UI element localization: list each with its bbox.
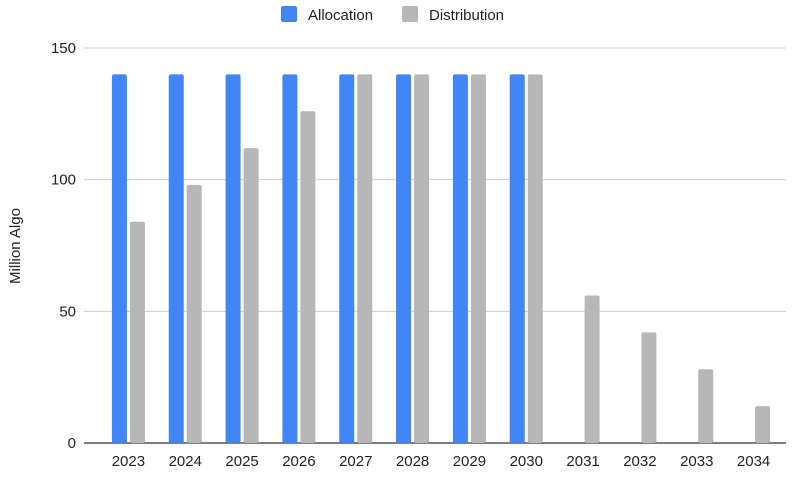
bar-distribution-2025 (243, 148, 259, 444)
bar-distribution-2030 (527, 74, 543, 443)
legend: Allocation Distribution (281, 6, 504, 24)
bar-distribution-2023 (129, 221, 145, 443)
x-tick-label: 2023 (112, 453, 145, 470)
legend-label-allocation: Allocation (308, 7, 373, 24)
x-tick-label: 2028 (396, 453, 429, 470)
bar-distribution-2026 (300, 111, 316, 443)
y-axis-ticks: 0 50 100 150 (51, 40, 76, 452)
y-tick-label: 0 (68, 435, 76, 452)
x-tick-label: 2025 (225, 453, 258, 470)
bar-distribution-2032 (641, 332, 657, 443)
legend-swatch-distribution (402, 6, 418, 22)
bar-allocation-2029 (452, 74, 468, 443)
bar-distribution-2027 (357, 74, 373, 443)
y-tick-label: 100 (51, 172, 76, 189)
x-tick-label: 2033 (680, 453, 713, 470)
bar-allocation-2030 (509, 74, 525, 443)
y-tick-label: 150 (51, 40, 76, 57)
x-tick-label: 2031 (566, 453, 599, 470)
legend-swatch-allocation (281, 6, 297, 22)
x-tick-label: 2032 (623, 453, 656, 470)
bar-allocation-2028 (396, 74, 412, 443)
y-tick-label: 50 (59, 303, 76, 320)
bars (111, 74, 771, 444)
bar-allocation-2027 (339, 74, 355, 443)
bar-distribution-2024 (186, 184, 202, 443)
x-tick-label: 2024 (169, 453, 202, 470)
x-tick-label: 2026 (282, 453, 315, 470)
x-tick-label: 2027 (339, 453, 372, 470)
x-tick-label: 2034 (737, 453, 770, 470)
bar-distribution-2028 (414, 74, 430, 443)
x-tick-label: 2029 (453, 453, 486, 470)
x-axis-ticks: 2023 2024 2025 2026 2027 2028 2029 2030 2031 2032… (112, 453, 771, 470)
legend-label-distribution: Distribution (429, 7, 504, 24)
bar-allocation-2025 (225, 74, 241, 443)
bar-distribution-2033 (698, 369, 714, 443)
bar-allocation-2023 (111, 74, 127, 443)
x-tick-label: 2030 (510, 453, 543, 470)
bar-allocation-2024 (168, 74, 184, 443)
y-axis-title: Million Algo (7, 208, 24, 284)
bar-distribution-2031 (584, 295, 600, 443)
bar-distribution-2029 (470, 74, 486, 443)
bar-distribution-2034 (755, 406, 771, 443)
bar-allocation-2026 (282, 74, 298, 443)
